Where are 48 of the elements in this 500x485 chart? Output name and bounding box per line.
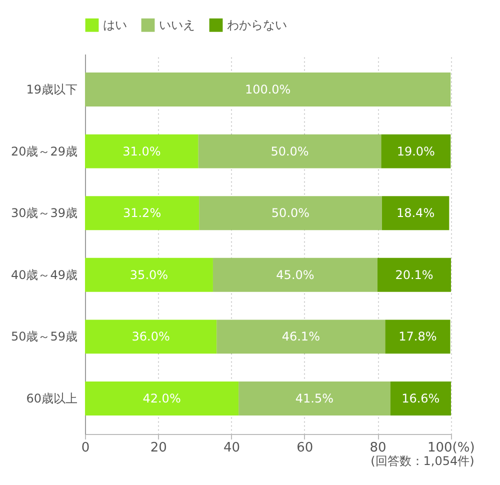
x-tick-label: 60 (296, 440, 314, 456)
bar (216, 320, 386, 354)
bar (85, 72, 451, 107)
data-label: 41.5% (295, 391, 334, 406)
data-label: 31.2% (122, 206, 162, 220)
bar (85, 320, 217, 354)
x-tick-label: 80 (370, 440, 386, 456)
legend-label: わからない (227, 18, 287, 32)
bar (238, 381, 390, 416)
data-label: 16.6% (402, 391, 440, 406)
data-label: 50.0% (271, 206, 310, 220)
y-tick-label: 60歳以上 (26, 391, 78, 406)
data-label: 35.0% (130, 268, 168, 282)
y-tick-label: 19歳以下 (26, 82, 78, 97)
y-tick-label: 40歳～49歳 (10, 268, 78, 282)
data-label: 45.0% (276, 268, 314, 282)
bar (385, 320, 450, 354)
data-label: 50.0% (270, 144, 309, 158)
x-tick-label: 0 (81, 440, 90, 456)
bar (199, 196, 382, 230)
bar (198, 134, 382, 168)
y-tick-label: 50歳～59歳 (10, 330, 78, 344)
bar (212, 258, 378, 292)
x-tick-label: 100(%) (427, 440, 475, 456)
text: (回答数：1,054件) (370, 454, 474, 468)
legend-label: はい (103, 18, 127, 32)
data-label: 100.0% (244, 82, 291, 97)
x-tick-label: 40 (223, 440, 240, 456)
bar (85, 196, 200, 230)
data-label: 19.0% (396, 144, 435, 158)
bar (382, 196, 450, 230)
data-label: 42.0% (142, 391, 181, 406)
y-tick-label: 20歳～29歳 (10, 144, 78, 158)
data-label: 36.0% (132, 330, 170, 344)
legend-label: いいえ (159, 18, 195, 32)
bar (85, 258, 213, 292)
bar (381, 134, 451, 168)
y-tick-label: 30歳～39歳 (10, 206, 78, 220)
data-label: 17.8% (398, 330, 437, 344)
x-tick-label: 20 (150, 440, 167, 456)
bar (85, 134, 198, 168)
bar (378, 258, 451, 292)
data-label: 31.0% (122, 144, 161, 158)
data-label: 20.1% (395, 268, 434, 282)
bar (390, 381, 451, 416)
bar (85, 381, 239, 416)
data-label: 46.1% (282, 330, 320, 344)
data-label: 18.4% (396, 206, 435, 220)
